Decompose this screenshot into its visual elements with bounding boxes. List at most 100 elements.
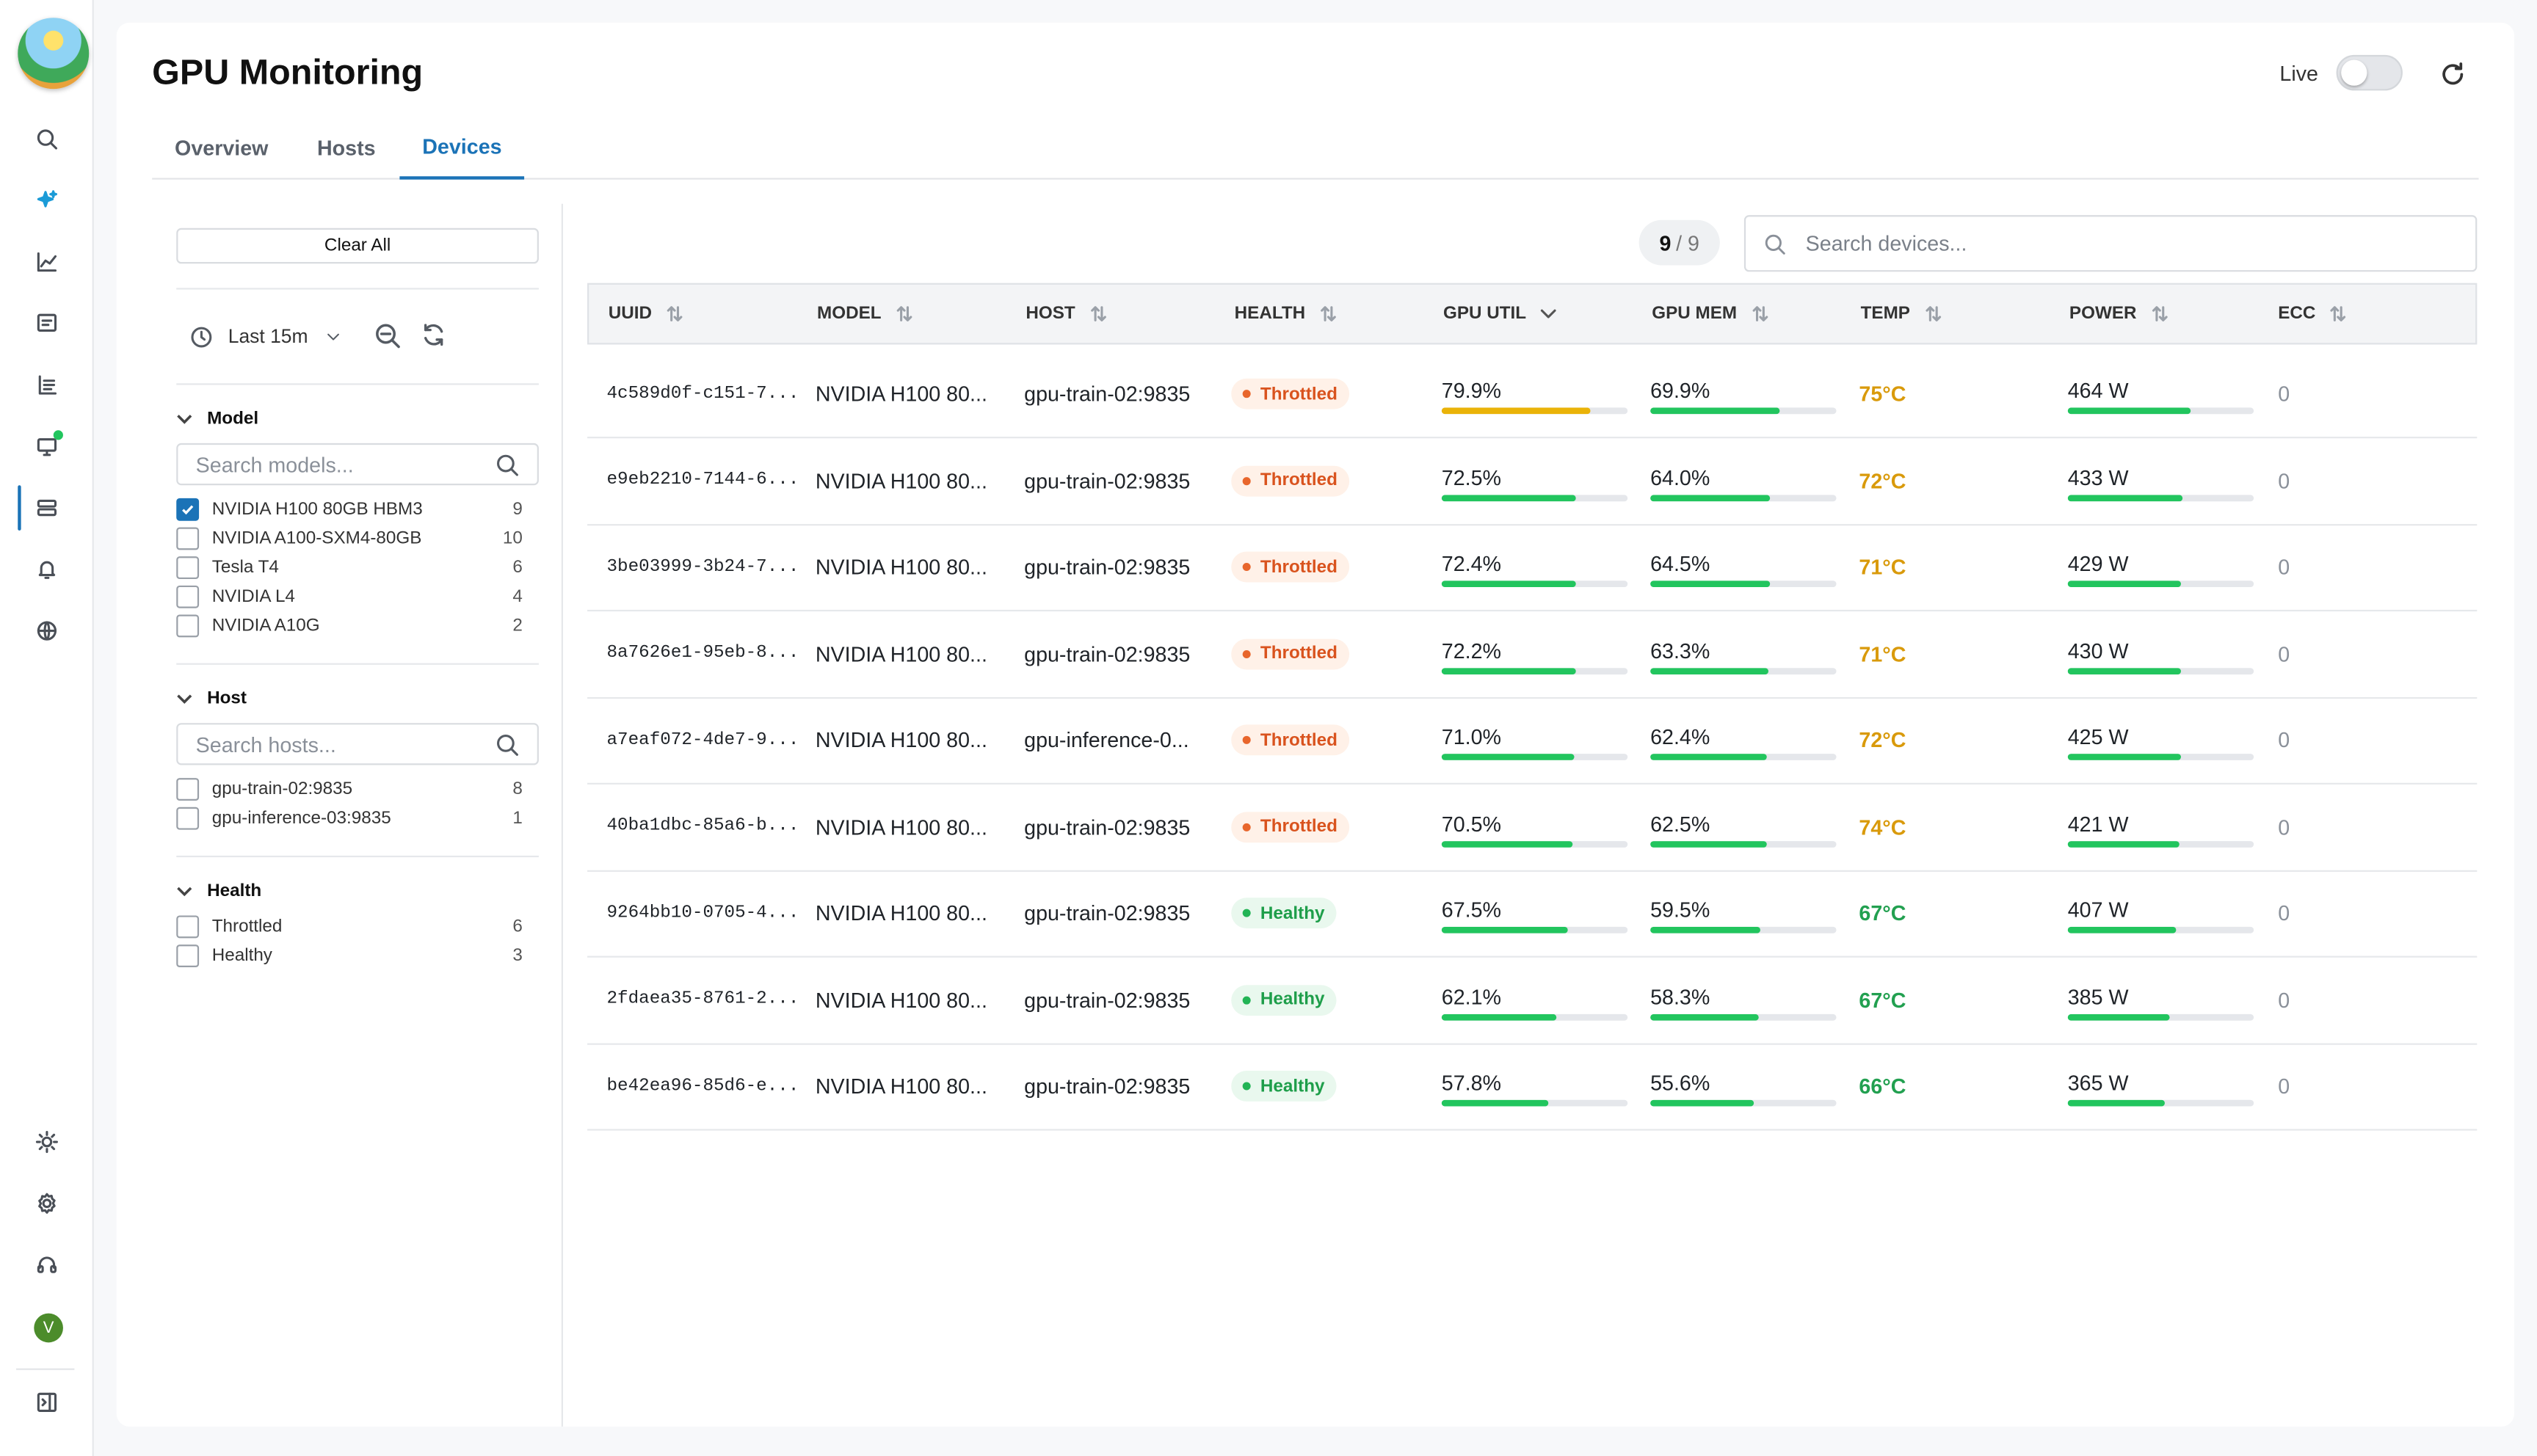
gpu-util-bar: [1441, 494, 1628, 501]
power-value: 425 W: [2067, 724, 2129, 749]
gpu-util-value: 67.5%: [1441, 898, 1502, 922]
settings-icon[interactable]: [32, 1189, 62, 1218]
ecc-cell: 0: [2278, 1074, 2290, 1099]
power-value: 365 W: [2067, 1071, 2129, 1096]
clear-all-button[interactable]: Clear All: [176, 228, 539, 264]
panel-toggle-icon[interactable]: [32, 1388, 62, 1417]
table-row[interactable]: 4c589d0f-c151-7... NVIDIA H100 80... gpu-t…: [587, 351, 2478, 439]
column-header-gpu-util[interactable]: GPU UTIL: [1443, 304, 1558, 324]
health-filter-header[interactable]: Health: [176, 881, 261, 901]
health-cell: Throttled: [1231, 524, 1349, 610]
table-row[interactable]: 3be03999-3b24-7... NVIDIA H100 80... gpu-t…: [587, 524, 2478, 612]
search-icon[interactable]: [32, 125, 62, 154]
power: 464 W: [2067, 351, 2254, 437]
power: 433 W: [2067, 437, 2254, 523]
gpu-util-bar-fill: [1441, 407, 1591, 415]
database-icon[interactable]: [32, 493, 62, 523]
chart-icon[interactable]: [32, 247, 62, 277]
filter-option[interactable]: NVIDIA L4 4: [176, 584, 523, 610]
table-row[interactable]: a7eaf072-4de7-9... NVIDIA H100 80... gpu-i…: [587, 697, 2478, 785]
checkbox[interactable]: [176, 527, 200, 550]
sun-icon[interactable]: [32, 1127, 62, 1157]
list-icon[interactable]: [32, 371, 62, 400]
ecc-cell: 0: [2278, 382, 2290, 407]
column-header-temp[interactable]: TEMP: [1861, 304, 1942, 324]
column-header-gpu-mem[interactable]: GPU MEM: [1652, 304, 1769, 324]
live-toggle[interactable]: [2336, 54, 2403, 91]
checkbox[interactable]: [176, 915, 200, 939]
checkbox[interactable]: [176, 585, 200, 608]
gpu-util-bar: [1441, 1099, 1628, 1107]
gpu-mem-value: 62.4%: [1650, 724, 1710, 749]
filter-option[interactable]: Healthy 3: [176, 943, 523, 969]
column-header-uuid[interactable]: UUID: [609, 304, 684, 324]
checkbox[interactable]: [176, 944, 200, 967]
table-row[interactable]: 2fdaea35-8761-2... NVIDIA H100 80... gpu-t…: [587, 957, 2478, 1044]
host-search-input[interactable]: Search hosts...: [176, 723, 539, 765]
column-header-ecc[interactable]: ECC: [2278, 304, 2348, 324]
avatar[interactable]: V: [34, 1313, 63, 1343]
power-bar: [2067, 840, 2254, 847]
filter-option[interactable]: gpu-train-02:9835 8: [176, 776, 523, 802]
filter-option[interactable]: gpu-inference-03:9835 1: [176, 806, 523, 831]
sparkle-icon[interactable]: [32, 186, 62, 215]
column-header-power[interactable]: POWER: [2069, 304, 2169, 324]
bell-icon[interactable]: [32, 555, 62, 584]
power-bar-fill: [2067, 1099, 2165, 1107]
column-header-model[interactable]: MODEL: [817, 304, 914, 324]
checkbox[interactable]: [176, 556, 200, 580]
table-row[interactable]: be42ea96-85d6-e... NVIDIA H100 80... gpu-t…: [587, 1044, 2478, 1131]
column-header-label: ECC: [2278, 304, 2316, 324]
health-cell: Healthy: [1231, 870, 1336, 956]
filter-option[interactable]: Throttled 6: [176, 914, 523, 939]
gpu-util-bar-fill: [1441, 494, 1577, 501]
filter-option[interactable]: NVIDIA A100-SXM4-80GB 10: [176, 525, 523, 551]
checkbox[interactable]: [176, 778, 200, 801]
ecc-cell: 0: [2278, 814, 2290, 839]
logs-icon[interactable]: [32, 309, 62, 338]
filter-option[interactable]: NVIDIA A10G 2: [176, 613, 523, 638]
power-bar-fill: [2067, 754, 2182, 760]
zoom-out-icon[interactable]: [374, 322, 401, 349]
filter-option-count: 10: [502, 528, 523, 549]
refresh-button[interactable]: [2435, 57, 2470, 92]
column-header-host[interactable]: HOST: [1026, 304, 1107, 324]
gpu-mem-value: 55.6%: [1650, 1071, 1710, 1096]
gpu-util: 67.5%: [1441, 870, 1628, 956]
host-cell: gpu-train-02:9835: [1024, 987, 1191, 1012]
tab-hosts[interactable]: Hosts: [316, 136, 376, 161]
tab-devices[interactable]: Devices: [399, 117, 525, 180]
reload-icon[interactable]: [421, 322, 446, 348]
checkbox[interactable]: [176, 614, 200, 638]
headset-icon[interactable]: [32, 1251, 62, 1280]
table-row[interactable]: e9eb2210-7144-6... NVIDIA H100 80... gpu-t…: [587, 437, 2478, 525]
table-row[interactable]: 8a7626e1-95eb-8... NVIDIA H100 80... gpu-t…: [587, 611, 2478, 699]
uuid-cell: 9264bb10-0705-4...: [606, 903, 799, 923]
device-search-input[interactable]: Search devices...: [1743, 215, 2478, 272]
app-logo[interactable]: [18, 18, 90, 90]
checkbox[interactable]: [176, 807, 200, 830]
model-cell: NVIDIA H100 80...: [815, 900, 987, 925]
status-badge: Throttled: [1231, 811, 1349, 842]
host-filter-header[interactable]: Host: [176, 689, 247, 708]
time-range-picker[interactable]: Last 15m: [189, 322, 342, 352]
gpu-util-value: 72.4%: [1441, 551, 1502, 576]
globe-icon[interactable]: [32, 616, 62, 646]
column-header-health[interactable]: HEALTH: [1235, 304, 1338, 324]
checkbox[interactable]: [176, 498, 200, 521]
filter-option[interactable]: Tesla T4 6: [176, 555, 523, 580]
model-search-input[interactable]: Search models...: [176, 443, 539, 486]
model-filter-header[interactable]: Model: [176, 410, 258, 429]
table-row[interactable]: 9264bb10-0705-4... NVIDIA H100 80... gpu-t…: [587, 870, 2478, 958]
monitor-icon[interactable]: [32, 430, 63, 461]
power-bar-fill: [2067, 580, 2182, 588]
power-bar: [2067, 754, 2254, 760]
filter-option[interactable]: NVIDIA H100 80GB HBM3 9: [176, 497, 523, 523]
tab-overview[interactable]: Overview: [175, 136, 269, 161]
gpu-util: 57.8%: [1441, 1044, 1628, 1129]
uuid-cell: be42ea96-85d6-e...: [606, 1076, 799, 1096]
table-row[interactable]: 40ba1dbc-85a6-b... NVIDIA H100 80... gpu-t…: [587, 784, 2478, 871]
power-value: 429 W: [2067, 551, 2129, 576]
status-dot: [1242, 822, 1251, 831]
status-label: Throttled: [1260, 384, 1338, 404]
